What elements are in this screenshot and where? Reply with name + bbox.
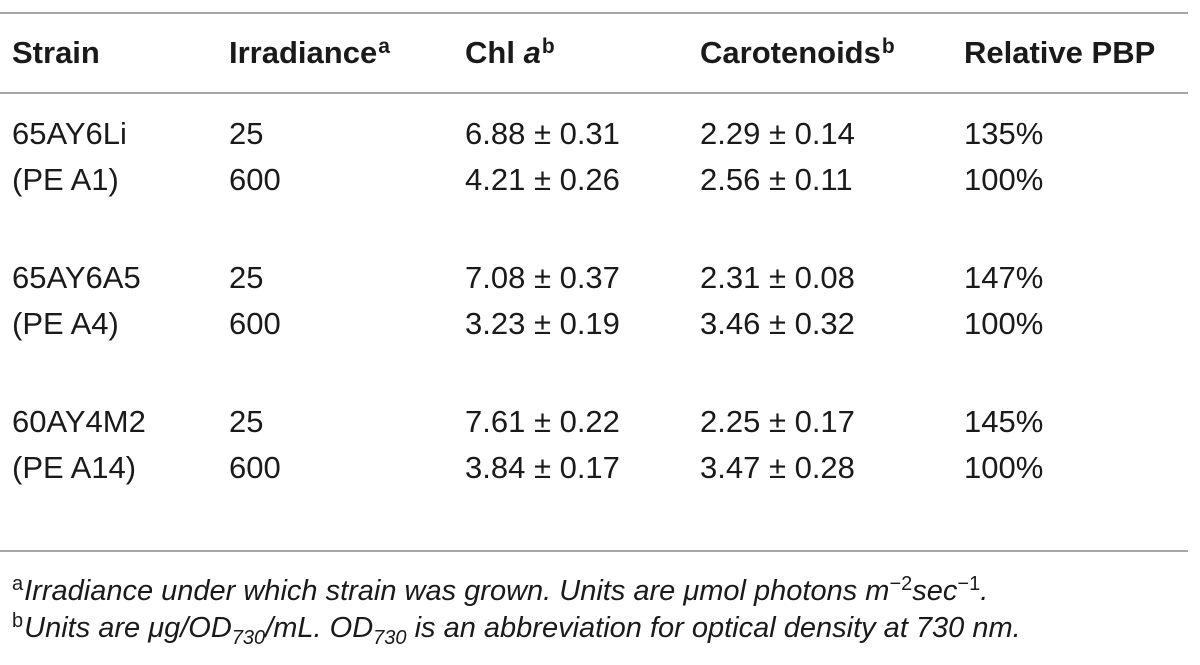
cell-chl-a: 4.21 ± 0.26 bbox=[465, 162, 620, 197]
cell-strain: 65AY6Li bbox=[12, 116, 127, 151]
cell-strain: 65AY6A5 bbox=[12, 260, 141, 295]
header-chl-a: Chl ab bbox=[465, 35, 555, 70]
cell-chl-a: 7.08 ± 0.37 bbox=[465, 260, 620, 295]
cell-carotenoids: 2.56 ± 0.11 bbox=[700, 162, 853, 197]
cell-relative-pbp: 100% bbox=[964, 306, 1044, 341]
header-strain: Strain bbox=[12, 35, 100, 70]
footnote-mark-a: a bbox=[378, 35, 390, 58]
footnote-b: bUnits are μg/OD730/mL. OD730 is an abbr… bbox=[12, 610, 1021, 649]
table-bottom-rule bbox=[0, 550, 1188, 552]
header-carotenoids: Carotenoidsb bbox=[700, 35, 895, 70]
cell-irradiance: 25 bbox=[229, 260, 264, 295]
cell-relative-pbp: 147% bbox=[964, 260, 1044, 295]
table-top-rule bbox=[0, 12, 1188, 14]
cell-irradiance: 25 bbox=[229, 116, 264, 151]
cell-relative-pbp: 135% bbox=[964, 116, 1044, 151]
cell-strain: (PE A1) bbox=[12, 162, 119, 197]
header-relative-pbp: Relative PBP bbox=[964, 35, 1156, 70]
cell-chl-a: 6.88 ± 0.31 bbox=[465, 116, 620, 151]
cell-carotenoids: 2.31 ± 0.08 bbox=[700, 260, 855, 295]
cell-irradiance: 25 bbox=[229, 404, 264, 439]
cell-chl-a: 3.84 ± 0.17 bbox=[465, 450, 620, 485]
cell-chl-a: 7.61 ± 0.22 bbox=[465, 404, 620, 439]
cell-chl-a: 3.23 ± 0.19 bbox=[465, 306, 620, 341]
footnote-mark-b: b bbox=[541, 35, 555, 58]
header-rule bbox=[0, 92, 1188, 94]
cell-strain: (PE A4) bbox=[12, 306, 119, 341]
cell-strain: (PE A14) bbox=[12, 450, 137, 485]
cell-irradiance: 600 bbox=[229, 162, 281, 197]
footnote-mark-b: b bbox=[881, 35, 895, 58]
cell-carotenoids: 3.47 ± 0.28 bbox=[700, 450, 855, 485]
cell-carotenoids: 2.25 ± 0.17 bbox=[700, 404, 855, 439]
cell-carotenoids: 2.29 ± 0.14 bbox=[700, 116, 855, 151]
cell-irradiance: 600 bbox=[229, 450, 281, 485]
cell-relative-pbp: 145% bbox=[964, 404, 1044, 439]
cell-strain: 60AY4M2 bbox=[12, 404, 146, 439]
footnote-a: aIrradiance under which strain was grown… bbox=[12, 573, 989, 607]
header-irradiance: Irradiancea bbox=[229, 35, 390, 70]
cell-relative-pbp: 100% bbox=[964, 450, 1044, 485]
cell-irradiance: 600 bbox=[229, 306, 281, 341]
cell-carotenoids: 3.46 ± 0.32 bbox=[700, 306, 855, 341]
cell-relative-pbp: 100% bbox=[964, 162, 1044, 197]
